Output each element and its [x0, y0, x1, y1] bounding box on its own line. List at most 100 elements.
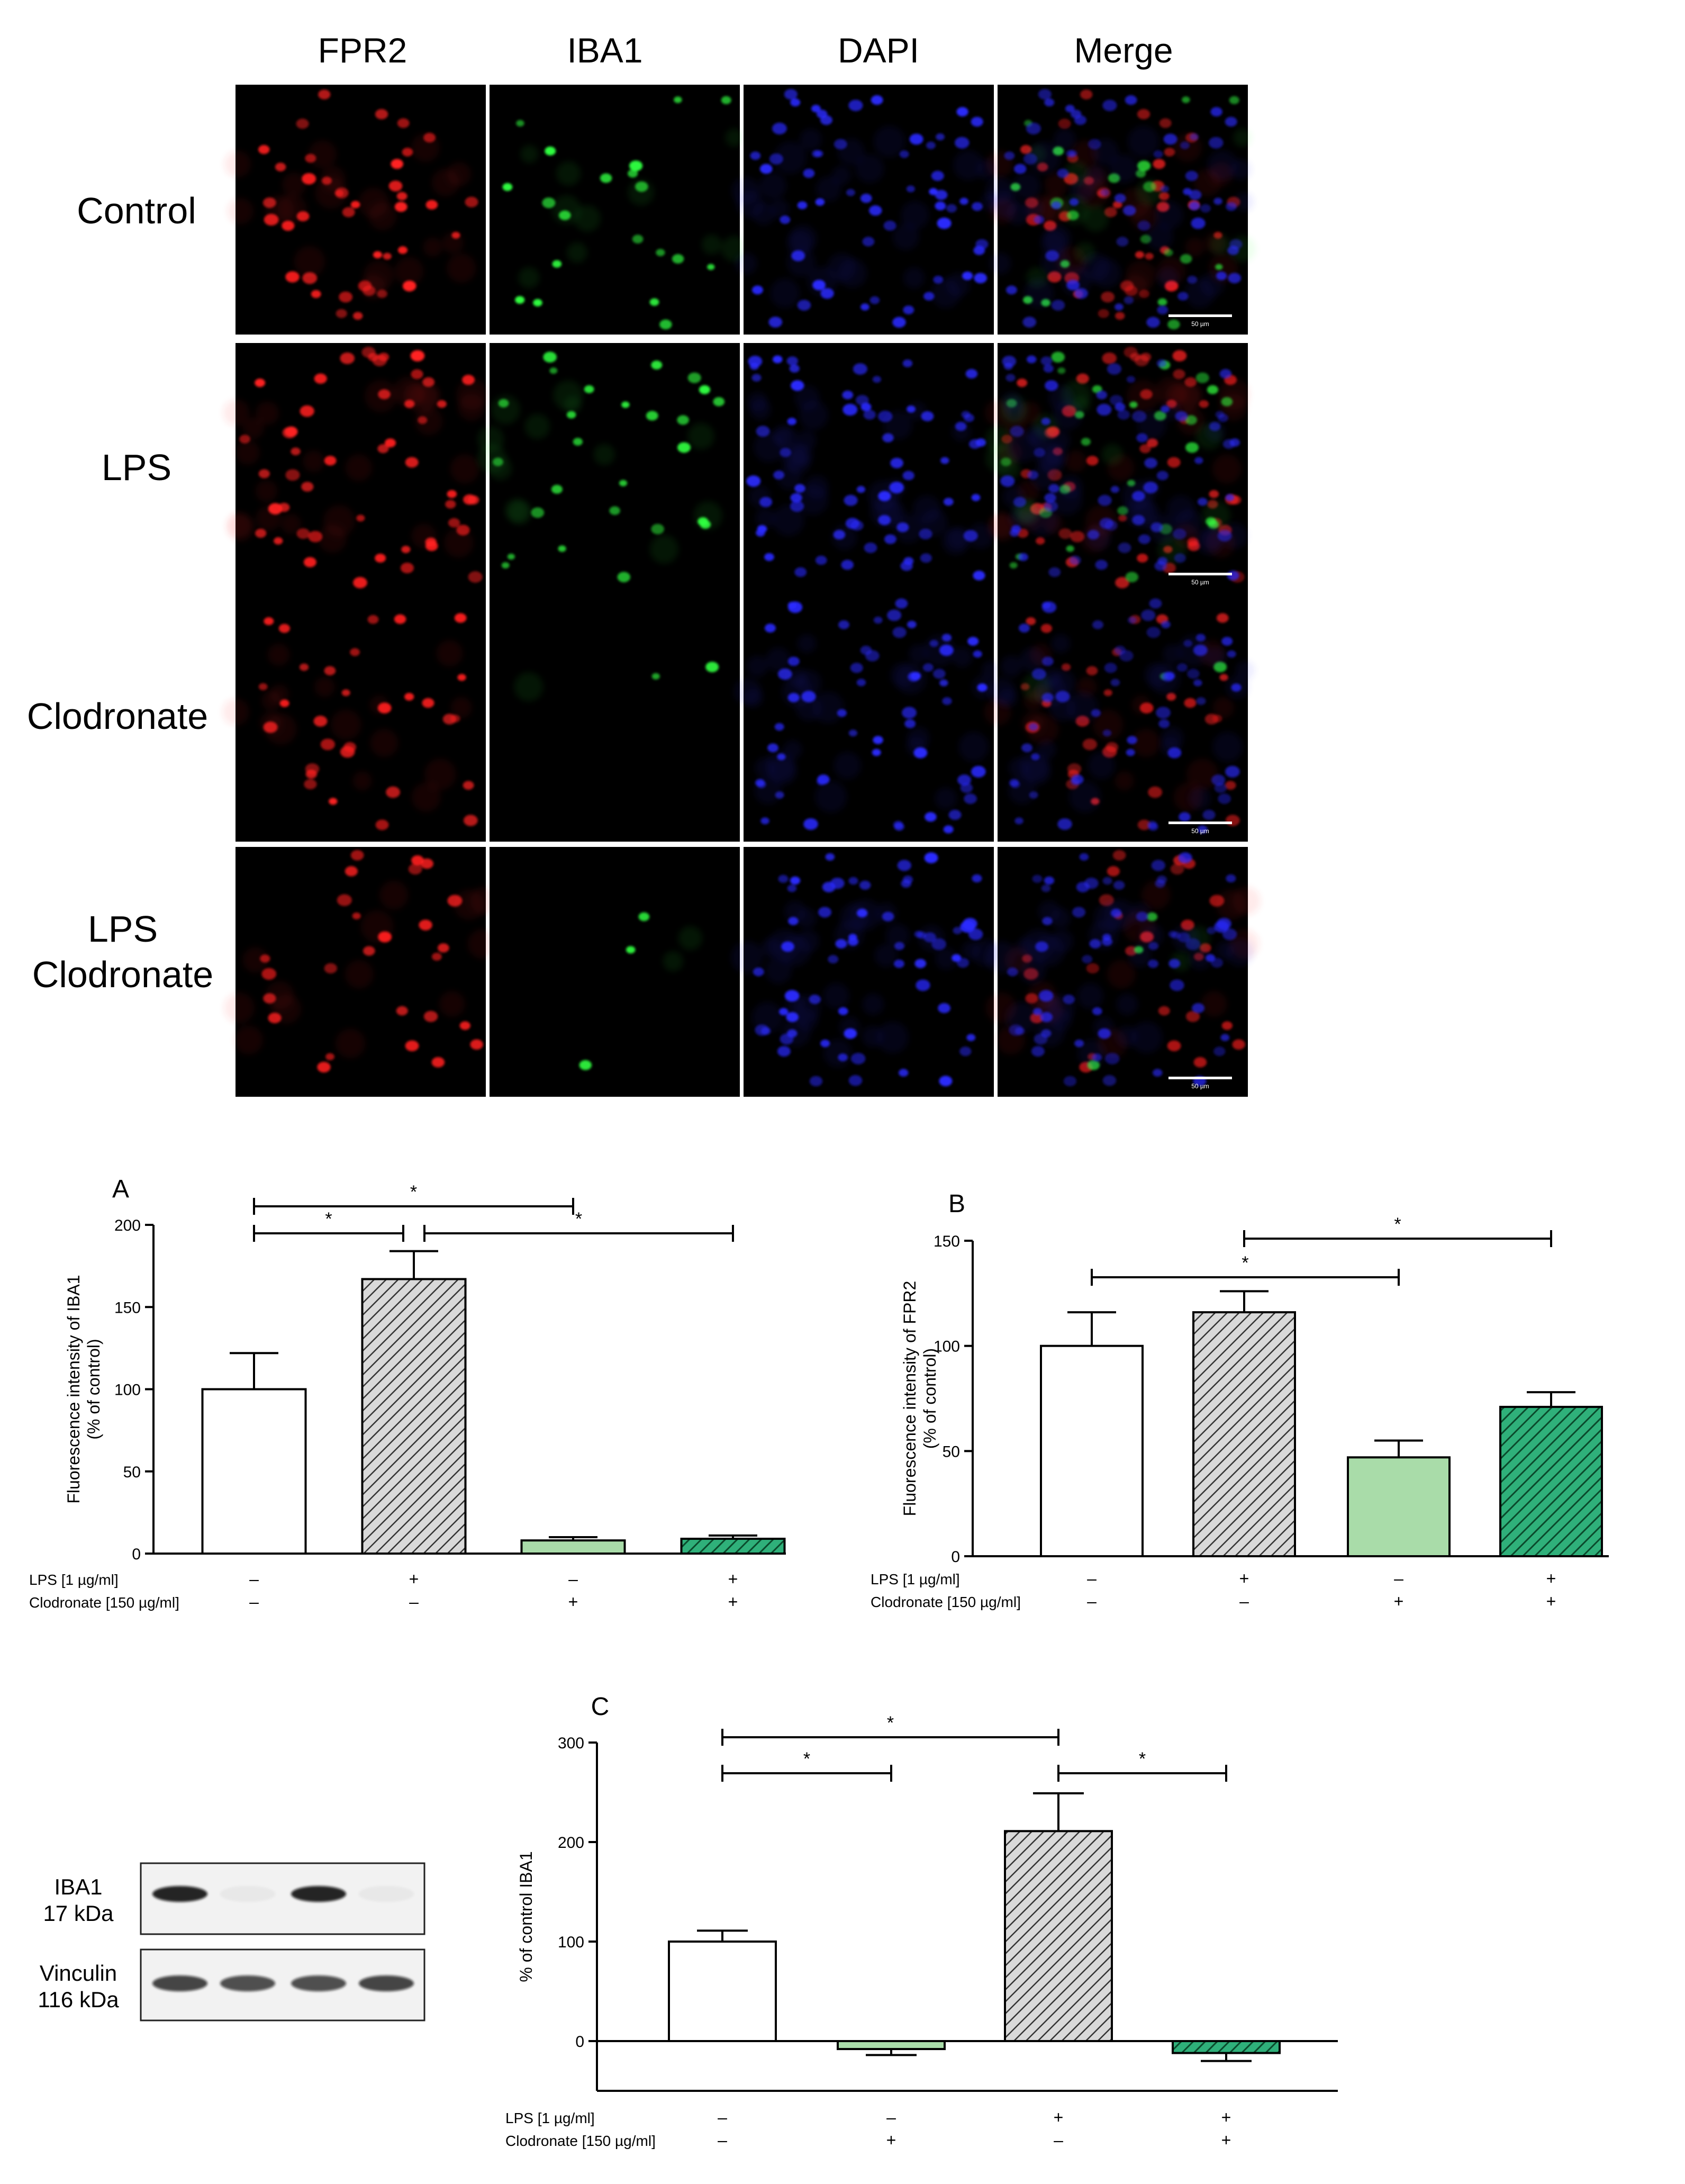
dapi-haze-blob: [796, 670, 822, 696]
dapi-cell: [794, 567, 807, 577]
scale-bar: [1168, 314, 1232, 317]
dapi-cell: [1160, 185, 1169, 193]
dapi-cell: [1146, 627, 1161, 638]
fpr2-cell: [454, 613, 467, 623]
dapi-cell: [1018, 553, 1028, 561]
fpr2-cell: [425, 200, 438, 210]
dapi-haze-blob: [901, 201, 929, 230]
fpr2-haze-blob: [1027, 713, 1059, 745]
iba1-cell: [1221, 397, 1233, 407]
dapi-cell: [931, 170, 944, 181]
iba1-cell: [619, 480, 628, 486]
dapi-haze-blob: [1085, 525, 1111, 550]
fpr2-haze-blob: [235, 440, 260, 465]
iba1-signal: [579, 912, 650, 1070]
fpr2-cell: [1170, 863, 1184, 875]
blot-label: 116 kDa: [38, 1987, 119, 2012]
dapi-haze-blob: [1144, 662, 1170, 688]
iba1-haze: [477, 380, 723, 564]
fpr2-cell: [1086, 963, 1100, 974]
fpr2-haze: [224, 133, 476, 300]
dapi-haze-blob: [1206, 646, 1227, 667]
fpr2-cell: [1086, 456, 1099, 466]
dapi-cell: [959, 197, 968, 205]
fpr2-cell: [408, 863, 422, 875]
fpr2-cell: [373, 251, 383, 259]
iba1-cell: [1185, 415, 1197, 425]
dapi-haze-blob: [749, 399, 771, 420]
fpr2-haze-blob: [345, 454, 373, 481]
fpr2-cell: [1135, 251, 1145, 259]
iba1-haze-blob: [524, 413, 550, 439]
fpr2-haze-blob: [234, 1025, 263, 1054]
dapi-cell: [803, 168, 815, 178]
fpr2-haze-blob: [424, 759, 456, 790]
dapi-cell: [1126, 376, 1135, 383]
iba1-cell: [649, 298, 659, 306]
dapi-cell: [1163, 133, 1177, 145]
dapi-cell: [873, 616, 883, 624]
dapi-cell: [825, 853, 835, 861]
dapi-haze-blob: [838, 138, 865, 166]
iba1-cell: [646, 411, 658, 421]
fpr2-cell: [397, 246, 408, 254]
fpr2-cell: [285, 469, 300, 481]
dapi-cell: [1210, 107, 1222, 117]
scale-bar-label: 50 µm: [1191, 827, 1209, 835]
clodronate-sign: –: [718, 2131, 727, 2150]
dapi-haze-blob: [1092, 138, 1119, 166]
dapi-cell: [863, 410, 876, 420]
dapi-cell: [1110, 679, 1120, 687]
fpr2-haze-blob: [1232, 887, 1261, 916]
dapi-cell: [973, 571, 985, 581]
dapi-haze-blob: [800, 128, 822, 151]
dapi-cell: [1176, 663, 1188, 672]
iba1-cell: [651, 360, 663, 369]
dapi-haze-blob: [1104, 899, 1135, 931]
dapi-haze-blob: [1230, 159, 1252, 180]
dapi-cell: [1041, 418, 1050, 426]
dapi-cell: [894, 959, 904, 968]
dapi-haze-blob: [923, 635, 955, 666]
fpr2-cell: [1115, 577, 1129, 589]
blot-band: [220, 1886, 275, 1902]
dapi-cell: [838, 620, 850, 629]
iba1-haze-blob: [1082, 205, 1109, 232]
fpr2-cell: [459, 1021, 470, 1030]
fpr2-cell: [402, 148, 413, 157]
dapi-cell: [1197, 498, 1208, 506]
dapi-cell: [1014, 817, 1023, 825]
iba1-haze-blob: [687, 423, 714, 450]
dapi-haze-blob: [807, 266, 837, 296]
condition-label-clodronate: Clodronate [150 µg/ml]: [871, 1594, 1021, 1610]
dapi-cell: [1187, 669, 1200, 679]
dapi-cell: [972, 874, 982, 883]
dapi-haze-blob: [958, 732, 989, 762]
fpr2-haze-blob: [261, 691, 282, 711]
column-label-dapi: DAPI: [838, 31, 919, 70]
dapi-haze-blob: [1163, 644, 1182, 664]
fpr2-cell: [378, 353, 389, 362]
dapi-cell: [1225, 116, 1237, 127]
fpr2-cell: [377, 444, 389, 454]
fpr2-haze-blob: [456, 378, 488, 410]
scale-bar-label: 50 µm: [1191, 320, 1209, 328]
iba1-cell: [659, 319, 672, 330]
fpr2-cell: [410, 350, 425, 362]
fpr2-cell: [1017, 378, 1028, 387]
dapi-haze-blob: [831, 166, 851, 185]
dapi-cell: [1040, 356, 1053, 366]
fpr2-cell: [325, 1053, 334, 1061]
dapi-haze-blob: [953, 150, 984, 181]
dapi-haze-blob: [1195, 528, 1224, 555]
fpr2-haze-blob: [1107, 960, 1136, 989]
fpr2-cell: [299, 663, 309, 671]
fpr2-haze-blob: [1212, 697, 1234, 718]
fpr2-haze-blob: [277, 194, 307, 224]
dapi-cell: [1148, 959, 1158, 968]
fpr2-cell: [1225, 815, 1240, 826]
iba1-haze-blob: [1201, 501, 1231, 530]
fpr2-cell: [396, 192, 407, 201]
dapi-cell: [922, 663, 934, 672]
